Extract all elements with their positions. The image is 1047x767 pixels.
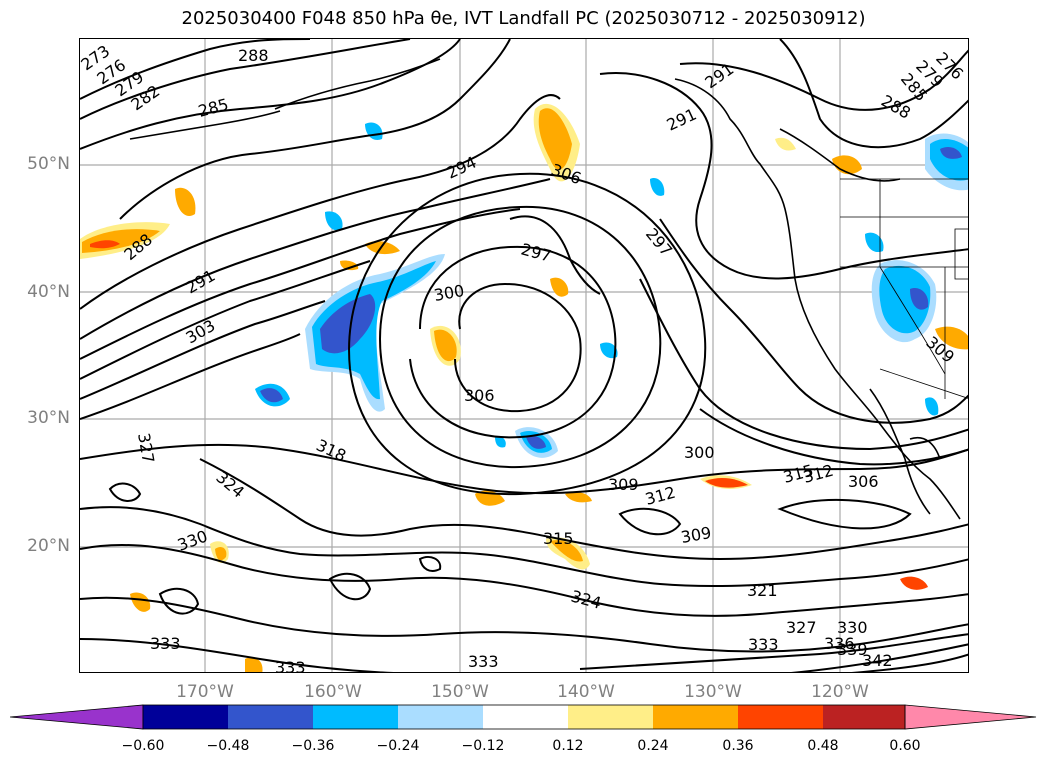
colorbar-bin	[143, 705, 228, 729]
lon-label-130w: 130°W	[684, 682, 742, 702]
contour-label: 291	[183, 266, 219, 298]
contour-label: 300	[432, 281, 465, 305]
lat-label-30n: 30°N	[27, 408, 70, 428]
lat-label-20n: 20°N	[27, 536, 70, 556]
contour-label: 285	[196, 95, 230, 121]
contour-label: 312	[643, 483, 677, 509]
contour-label: 321	[747, 581, 778, 600]
colorbar-bin	[653, 705, 738, 729]
colorbar-bin	[738, 705, 823, 729]
coastlines	[129, 58, 961, 520]
contour-label: 300	[684, 443, 715, 462]
theta-e-contours	[80, 39, 968, 672]
map-panel: 273 276 279 282 285 288 288 291 303 294 …	[79, 38, 969, 673]
contour-label: 315	[543, 529, 574, 548]
contour-label: 306	[464, 386, 495, 405]
contour-label: 324	[212, 468, 248, 502]
contour-labels: 273 276 279 282 285 288 288 291 303 294 …	[80, 41, 967, 673]
colorbar-bin	[483, 705, 568, 729]
lon-label-140w: 140°W	[557, 682, 615, 702]
political-borders	[840, 178, 968, 399]
colorbar-bin	[568, 705, 653, 729]
lon-label-160w: 160°W	[304, 682, 362, 702]
contour-label: 288	[878, 91, 914, 123]
contour-label: 333	[468, 652, 499, 671]
contour-label: 330	[837, 618, 868, 637]
lon-label-150w: 150°W	[431, 682, 489, 702]
lon-label-170w: 170°W	[176, 682, 234, 702]
ivt-negative-fills	[255, 122, 968, 458]
contour-label: 297	[519, 240, 553, 266]
contour-label: 333	[150, 634, 181, 653]
colorbar-extend-high	[904, 704, 1037, 730]
colorbar-bin	[823, 705, 905, 729]
contour-label: 306	[549, 160, 584, 188]
contour-label: 327	[786, 618, 817, 637]
colorbar-bin	[398, 705, 483, 729]
contour-label: 291	[664, 104, 700, 134]
contour-label: 306	[848, 472, 879, 491]
colorbar	[10, 704, 1037, 730]
contour-label: 288	[238, 46, 269, 65]
contour-label: 333	[748, 635, 779, 654]
contour-label: 309	[608, 475, 639, 494]
ivt-positive-fills	[80, 103, 968, 672]
colorbar-tick: 0.36	[722, 738, 754, 754]
colorbar-tick: −0.48	[206, 738, 250, 754]
map-svg: 273 276 279 282 285 288 288 291 303 294 …	[80, 39, 968, 673]
colorbar-tick: 0.60	[889, 738, 921, 754]
colorbar-tick: −0.24	[376, 738, 420, 754]
map-title: 2025030400 F048 850 hPa θe, IVT Landfall…	[181, 8, 866, 29]
colorbar-tick: 0.48	[807, 738, 839, 754]
colorbar-tick: −0.12	[461, 738, 505, 754]
colorbar-extend-low	[10, 704, 144, 730]
colorbar-tick: 0.24	[637, 738, 669, 754]
colorbar-tick: −0.60	[121, 738, 165, 754]
colorbar-tick: 0.12	[552, 738, 584, 754]
contour-label: 324	[569, 587, 603, 613]
lon-label-120w: 120°W	[811, 682, 869, 702]
contour-label: 339	[837, 640, 868, 659]
contour-label: 327	[134, 431, 158, 464]
contour-label: 342	[862, 651, 893, 670]
colorbar-bin	[313, 705, 398, 729]
contour-label: 303	[183, 316, 219, 348]
lat-label-50n: 50°N	[27, 154, 70, 174]
contour-label: 336	[824, 634, 855, 653]
contour-label: 297	[642, 224, 676, 260]
colorbar-tick: −0.36	[291, 738, 335, 754]
lat-label-40n: 40°N	[27, 282, 70, 302]
contour-label: 309	[679, 523, 712, 547]
contour-label: 333	[275, 658, 306, 673]
colorbar-bin	[228, 705, 313, 729]
